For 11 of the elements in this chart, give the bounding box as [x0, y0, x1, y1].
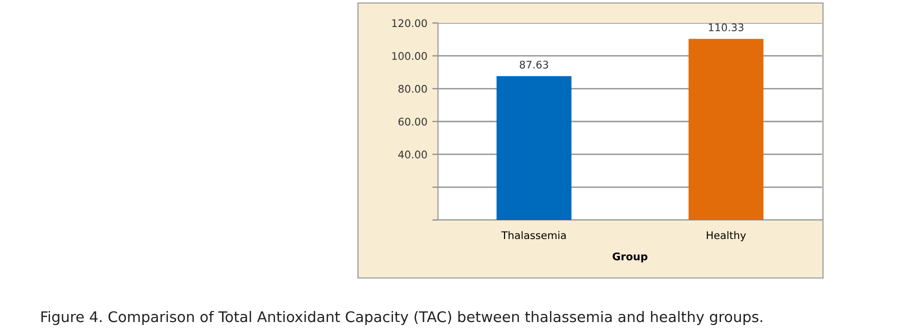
- y-tick-label: 100.00: [392, 52, 427, 60]
- y-tick-label: 60.00: [398, 118, 427, 126]
- y-tick-label: 80.00: [398, 84, 427, 93]
- data-label: 110.33: [708, 23, 744, 32]
- x-axis-title: Group: [612, 252, 648, 262]
- x-tick-label: Thalassemia: [501, 231, 566, 240]
- caption: Figure 4. Comparison of Total Antioxidant Capacity (TAC) between thalassemia and healthy groups.: [41, 310, 762, 326]
- y-tick-label: 120.00: [392, 19, 427, 28]
- data-label: 87.63: [520, 60, 548, 69]
- y-tick-label: 40.00: [398, 150, 427, 158]
- x-tick-label: Healthy: [706, 231, 746, 242]
